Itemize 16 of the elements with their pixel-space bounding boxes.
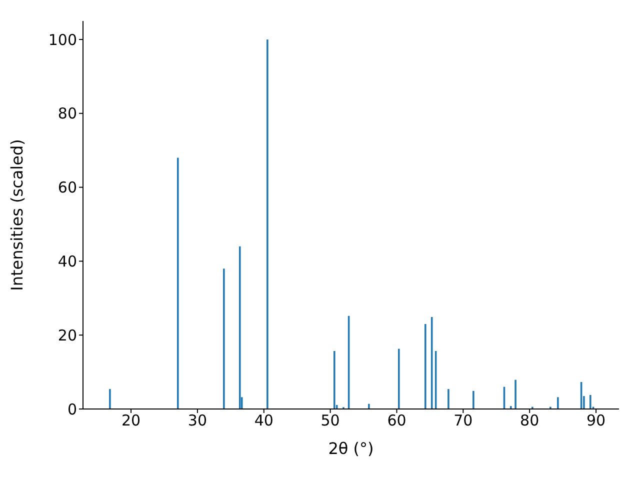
x-tick-label: 40 [254, 412, 274, 430]
y-tick-label: 0 [67, 400, 77, 418]
x-axis-title: 2θ (°) [328, 439, 374, 458]
y-tick-label: 100 [48, 30, 77, 49]
y-tick-label: 80 [58, 104, 77, 123]
x-tick-label: 90 [586, 412, 606, 430]
y-axis-title: Intensities (scaled) [8, 139, 27, 291]
y-tick-label: 40 [58, 252, 77, 271]
x-tick-label: 80 [520, 412, 540, 430]
y-tick-label: 20 [58, 326, 77, 344]
x-tick-label: 30 [188, 412, 207, 430]
x-tick-label: 50 [320, 412, 340, 430]
x-tick-label: 20 [121, 412, 141, 430]
y-tick-label: 60 [58, 178, 77, 197]
x-tick-label: 60 [387, 412, 406, 430]
x-tick-label: 70 [454, 412, 473, 430]
